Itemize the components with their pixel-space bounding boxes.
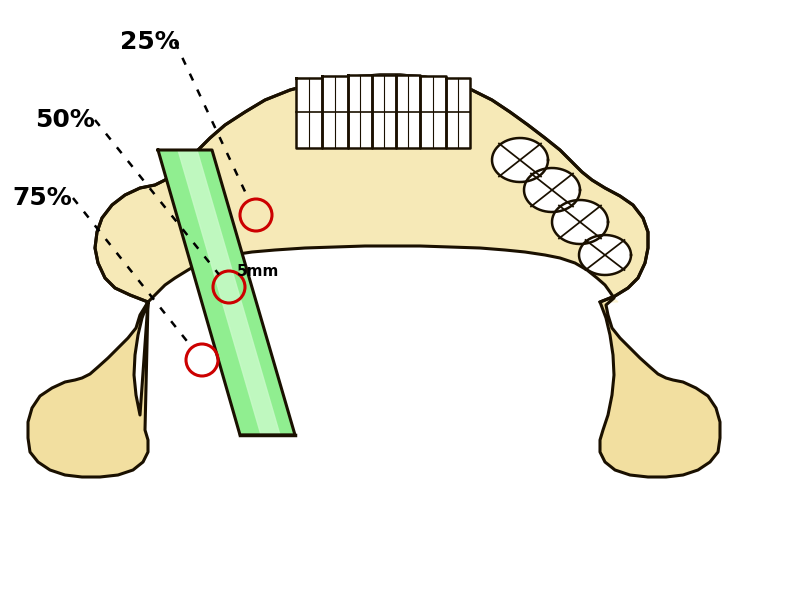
Polygon shape <box>524 168 580 212</box>
Polygon shape <box>420 76 446 148</box>
Text: 5mm: 5mm <box>237 264 279 279</box>
Polygon shape <box>296 78 322 148</box>
Polygon shape <box>348 75 372 148</box>
Polygon shape <box>492 138 548 182</box>
Polygon shape <box>95 75 648 302</box>
Polygon shape <box>322 76 348 148</box>
Polygon shape <box>552 200 608 244</box>
Polygon shape <box>28 75 720 477</box>
Text: 25%: 25% <box>120 30 180 54</box>
Polygon shape <box>372 75 396 148</box>
Polygon shape <box>158 150 295 435</box>
Text: 75%: 75% <box>12 186 72 210</box>
Text: 50%: 50% <box>35 108 95 132</box>
Polygon shape <box>396 75 420 148</box>
Polygon shape <box>579 235 631 275</box>
Polygon shape <box>178 150 280 435</box>
Polygon shape <box>446 78 470 148</box>
